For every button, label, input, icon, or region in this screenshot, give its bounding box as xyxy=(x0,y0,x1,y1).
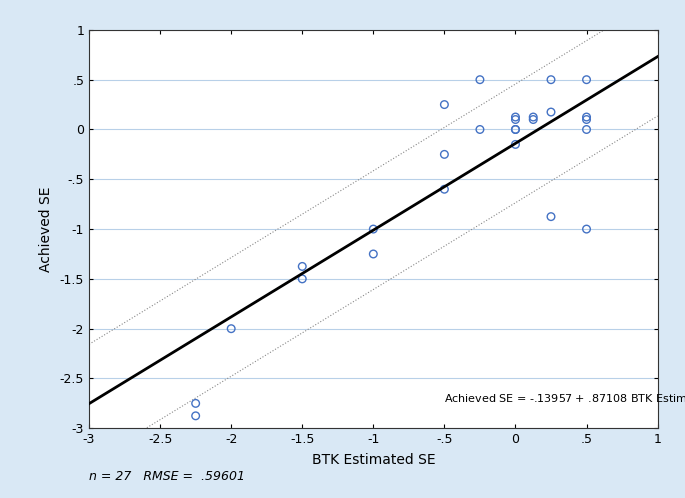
Point xyxy=(510,140,521,148)
Point xyxy=(439,150,450,158)
Text: Achieved SE = -.13957 + .87108 BTK Estimated SE   $R^2$ = 59.7%: Achieved SE = -.13957 + .87108 BTK Estim… xyxy=(445,390,685,406)
Point xyxy=(545,108,556,116)
Point xyxy=(190,399,201,407)
Point xyxy=(510,113,521,121)
Point xyxy=(581,76,592,84)
Point xyxy=(510,125,521,133)
X-axis label: BTK Estimated SE: BTK Estimated SE xyxy=(312,453,435,467)
Point xyxy=(190,412,201,420)
Point xyxy=(475,125,486,133)
Point xyxy=(581,225,592,233)
Point xyxy=(545,76,556,84)
Point xyxy=(297,275,308,283)
Point xyxy=(297,262,308,270)
Point xyxy=(225,325,236,333)
Point xyxy=(510,125,521,133)
Point xyxy=(368,225,379,233)
Point xyxy=(527,116,538,124)
Point xyxy=(475,76,486,84)
Point xyxy=(439,185,450,193)
Point xyxy=(439,101,450,109)
Point xyxy=(581,116,592,124)
Point xyxy=(545,213,556,221)
Y-axis label: Achieved SE: Achieved SE xyxy=(39,186,53,272)
Point xyxy=(368,250,379,258)
Point xyxy=(581,125,592,133)
Point xyxy=(581,113,592,121)
Point xyxy=(510,116,521,124)
Point xyxy=(527,113,538,121)
Text: n = 27   RMSE =  .59601: n = 27 RMSE = .59601 xyxy=(89,470,245,483)
